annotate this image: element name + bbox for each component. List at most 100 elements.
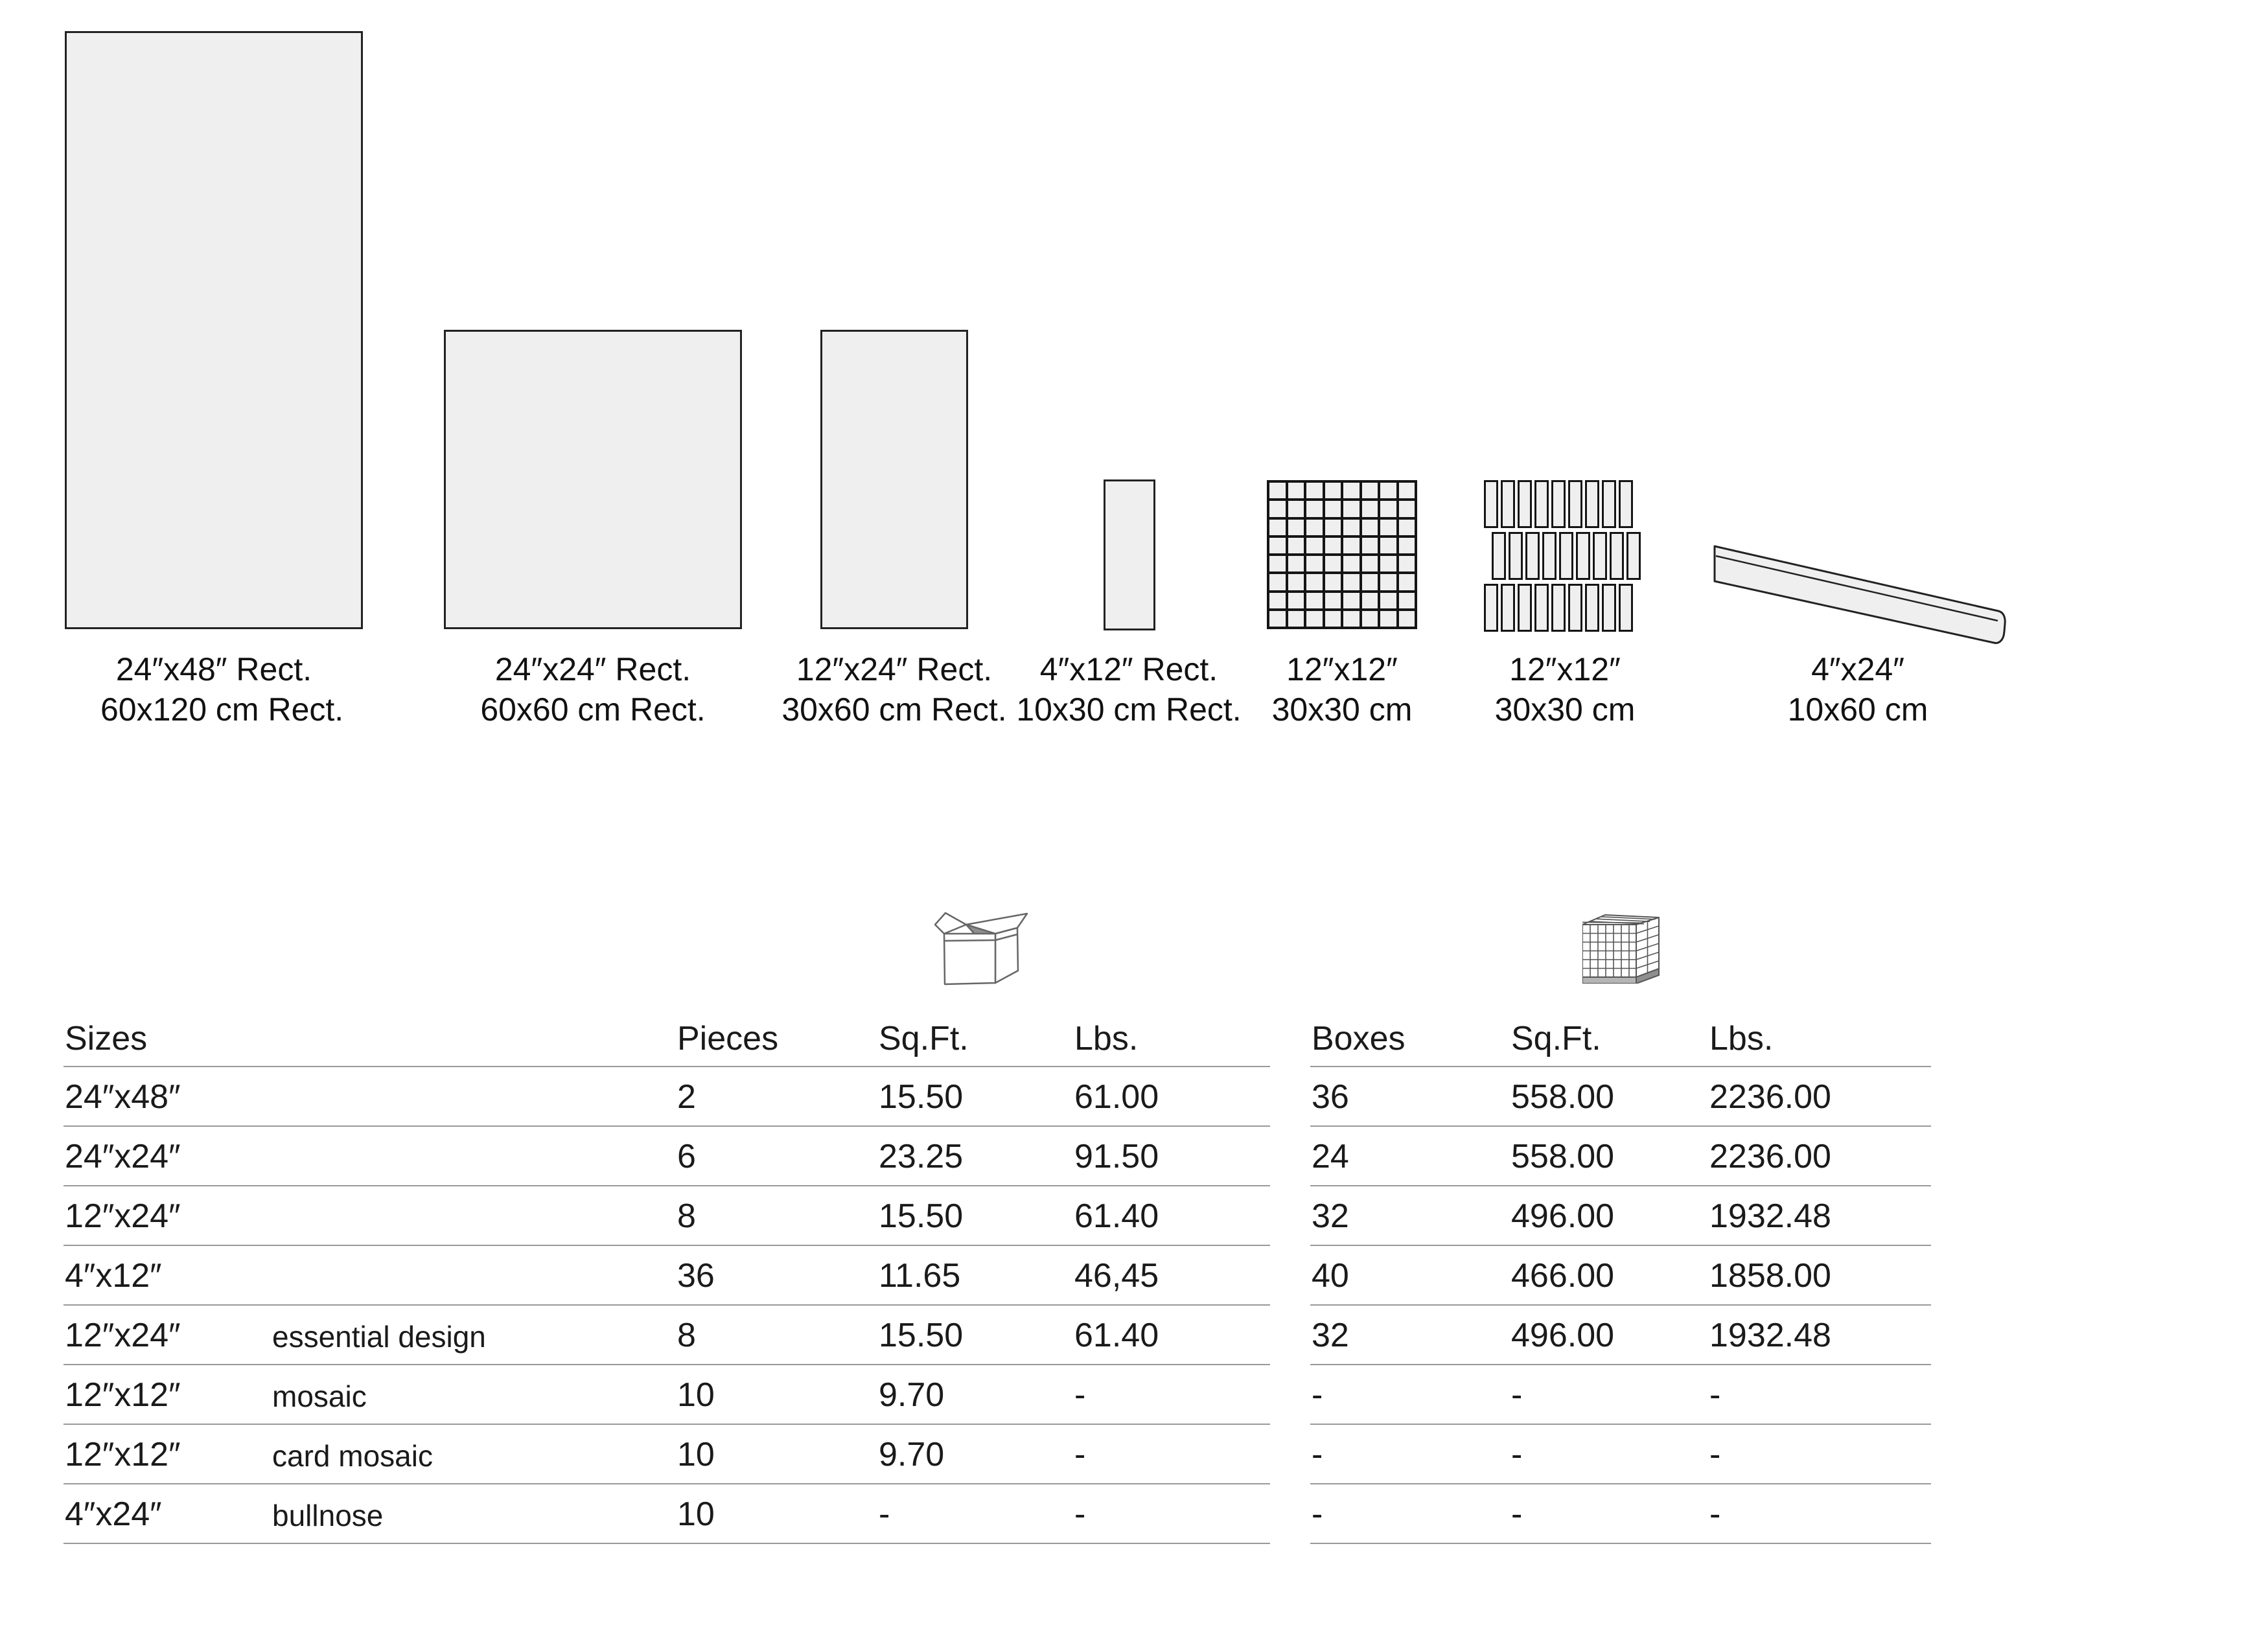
mosaic-cell xyxy=(1288,610,1304,627)
mosaic-cell xyxy=(1269,501,1286,517)
cell-size: 24″x24″ xyxy=(65,1138,181,1175)
cell-sqft: 15.50 xyxy=(879,1197,964,1235)
mosaic-cell xyxy=(1398,537,1415,553)
header-lbs: Lbs. xyxy=(1074,1020,1139,1057)
header-sqft: Sq.Ft. xyxy=(1511,1020,1601,1057)
table-row: 32 496.00 1932.48 xyxy=(1310,1186,1931,1246)
card-mosaic-piece xyxy=(1551,584,1566,632)
cell-sqft: 15.50 xyxy=(879,1078,964,1116)
box-icon xyxy=(934,912,1028,986)
header-pieces: Pieces xyxy=(677,1020,779,1057)
card-mosaic-piece xyxy=(1602,584,1616,632)
mosaic-cell xyxy=(1288,501,1304,517)
mosaic-cell xyxy=(1325,519,1341,535)
card-mosaic-piece xyxy=(1525,532,1540,580)
table-row: 4″x24″ bullnose 10 - - xyxy=(64,1484,1270,1544)
card-mosaic-piece xyxy=(1568,584,1582,632)
tile-12x24 xyxy=(820,330,968,629)
cell-size: 12″x12″ xyxy=(65,1436,181,1473)
label-line-cm: 10x60 cm xyxy=(1787,691,1928,728)
cell-boxes: 24 xyxy=(1312,1138,1349,1175)
cell-pallet-sqft: 466.00 xyxy=(1511,1257,1615,1295)
label-12x12-mosaic: 12″x12″ 30x30 cm xyxy=(1229,649,1455,730)
label-line-inches: 24″x24″ Rect. xyxy=(494,651,691,687)
mosaic-cell xyxy=(1343,501,1360,517)
mosaic-cell xyxy=(1288,574,1304,590)
mosaic-cell xyxy=(1288,483,1304,499)
cell-size: 4″x24″ xyxy=(65,1495,162,1533)
cell-boxes: 32 xyxy=(1312,1197,1349,1235)
cell-pallet-lbs: 2236.00 xyxy=(1709,1138,1831,1175)
mosaic-cell xyxy=(1306,519,1323,535)
mosaic-cell xyxy=(1306,574,1323,590)
mosaic-cell xyxy=(1343,537,1360,553)
label-4x24-bullnose: 4″x24″ 10x60 cm xyxy=(1744,649,1971,730)
table-row: 40 466.00 1858.00 xyxy=(1310,1246,1931,1306)
cell-pieces: 8 xyxy=(677,1197,696,1235)
pallet-icon xyxy=(1582,914,1660,984)
card-mosaic-piece xyxy=(1501,480,1515,528)
card-mosaic-piece xyxy=(1585,480,1599,528)
cell-pallet-lbs: 1858.00 xyxy=(1709,1257,1831,1295)
label-4x12: 4″x12″ Rect. 10x30 cm Rect. xyxy=(1015,649,1242,730)
card-mosaic-piece xyxy=(1585,584,1599,632)
mosaic-cell xyxy=(1269,592,1286,608)
mosaic-cell xyxy=(1361,483,1378,499)
mosaic-cell xyxy=(1269,574,1286,590)
cell-lbs: 61.40 xyxy=(1074,1197,1159,1235)
label-24x24: 24″x24″ Rect. 60x60 cm Rect. xyxy=(480,649,706,730)
cell-pieces: 8 xyxy=(677,1317,696,1354)
tile-4x24-bullnose xyxy=(1713,545,2006,644)
mosaic-cell xyxy=(1306,592,1323,608)
mosaic-cell xyxy=(1325,556,1341,572)
mosaic-cell xyxy=(1398,574,1415,590)
header-lbs: Lbs. xyxy=(1709,1020,1774,1057)
label-24x48: 24″x48″ Rect. 60x120 cm Rect. xyxy=(100,649,343,730)
cell-pallet-sqft: 558.00 xyxy=(1511,1078,1615,1116)
mosaic-cell xyxy=(1306,556,1323,572)
card-mosaic-piece xyxy=(1551,480,1566,528)
mosaic-cell xyxy=(1361,592,1378,608)
table-row: 24″x24″ 6 23.25 91.50 xyxy=(64,1127,1270,1186)
cell-pallet-sqft: 496.00 xyxy=(1511,1197,1615,1235)
label-line-cm: 60x60 cm Rect. xyxy=(480,691,706,728)
cell-pallet-lbs: 1932.48 xyxy=(1709,1317,1831,1354)
mosaic-cell xyxy=(1380,610,1396,627)
cell-lbs: - xyxy=(1074,1495,1086,1533)
mosaic-cell xyxy=(1306,501,1323,517)
cell-pieces: 6 xyxy=(677,1138,696,1175)
mosaic-cell xyxy=(1361,610,1378,627)
mosaic-cell xyxy=(1343,610,1360,627)
cell-pallet-lbs: 2236.00 xyxy=(1709,1078,1831,1116)
cell-lbs: 46,45 xyxy=(1074,1257,1159,1295)
cell-pieces: 2 xyxy=(677,1078,696,1116)
label-line-cm: 30x30 cm xyxy=(1494,691,1636,728)
mosaic-cell xyxy=(1380,574,1396,590)
cell-boxes: - xyxy=(1312,1376,1323,1414)
table-row: 24″x48″ 2 15.50 61.00 xyxy=(64,1067,1270,1127)
cell-sqft: 15.50 xyxy=(879,1317,964,1354)
mosaic-cell xyxy=(1343,519,1360,535)
card-mosaic-piece xyxy=(1501,584,1515,632)
cell-size: 24″x48″ xyxy=(65,1078,181,1116)
mosaic-cell xyxy=(1398,519,1415,535)
table-row: - - - xyxy=(1310,1484,1931,1544)
cell-boxes: 40 xyxy=(1312,1257,1349,1295)
spec-table-per-box: Sizes Pieces Sq.Ft. Lbs. 24″x48″ 2 15.50… xyxy=(64,1011,1270,1544)
mosaic-cell xyxy=(1269,537,1286,553)
mosaic-cell xyxy=(1398,610,1415,627)
table-row: 12″x12″ mosaic 10 9.70 - xyxy=(64,1365,1270,1425)
cell-variant: card mosaic xyxy=(272,1439,433,1473)
header-boxes: Boxes xyxy=(1312,1020,1406,1057)
cell-variant: bullnose xyxy=(272,1499,384,1532)
table-row: 12″x12″ card mosaic 10 9.70 - xyxy=(64,1425,1270,1484)
mosaic-cell xyxy=(1398,483,1415,499)
mosaic-cell xyxy=(1343,556,1360,572)
cell-sqft: 9.70 xyxy=(879,1376,945,1414)
card-mosaic-piece xyxy=(1509,532,1523,580)
mosaic-cell xyxy=(1380,483,1396,499)
spec-table-per-pallet: Boxes Sq.Ft. Lbs. 36 558.00 2236.00 24 5… xyxy=(1310,1011,1931,1544)
table-row: 32 496.00 1932.48 xyxy=(1310,1306,1931,1365)
label-12x12-card-mosaic: 12″x12″ 30x30 cm xyxy=(1452,649,1678,730)
